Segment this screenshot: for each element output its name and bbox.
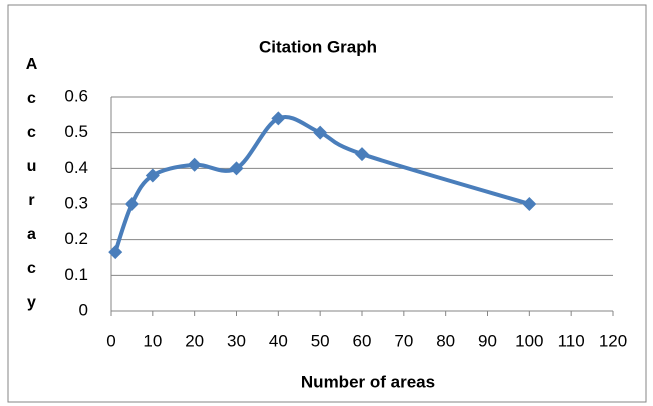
point-marker: [271, 111, 286, 126]
point-marker: [145, 168, 160, 183]
x-axis-label: Number of areas: [301, 372, 435, 391]
x-tick-label: 0: [106, 331, 115, 350]
y-axis-label: Accuracy: [23, 56, 40, 328]
x-tick-label: 50: [311, 331, 330, 350]
point-marker: [355, 147, 369, 162]
y-tick-label: 0.3: [64, 193, 88, 212]
y-tick-label: 0: [79, 300, 88, 319]
point-marker: [313, 125, 328, 140]
chart-title: Citation Graph: [259, 37, 377, 56]
point-marker: [108, 245, 123, 260]
x-tick-label: 100: [515, 331, 543, 350]
y-tick-label: 0.1: [64, 265, 88, 284]
x-tick-label: 40: [269, 331, 288, 350]
point-marker: [522, 197, 537, 211]
point-marker: [187, 157, 202, 172]
y-tick-label: 0.5: [64, 122, 88, 141]
x-tick-label: 10: [143, 331, 162, 350]
x-tick-label: 70: [394, 331, 413, 350]
x-tick-label: 20: [185, 331, 204, 350]
y-tick-label: 0.2: [64, 229, 88, 248]
x-tick-label: 110: [558, 331, 585, 350]
x-tick-label: 90: [478, 331, 497, 350]
x-tick-label: 120: [599, 331, 627, 350]
y-tick-label: 0.4: [64, 158, 88, 177]
point-marker: [124, 197, 139, 211]
y-tick-label: 0.6: [64, 86, 88, 105]
x-tick-label: 30: [227, 331, 246, 350]
x-tick-label: 80: [436, 331, 455, 350]
x-tick-label: 60: [353, 331, 372, 350]
point-marker: [229, 161, 244, 176]
